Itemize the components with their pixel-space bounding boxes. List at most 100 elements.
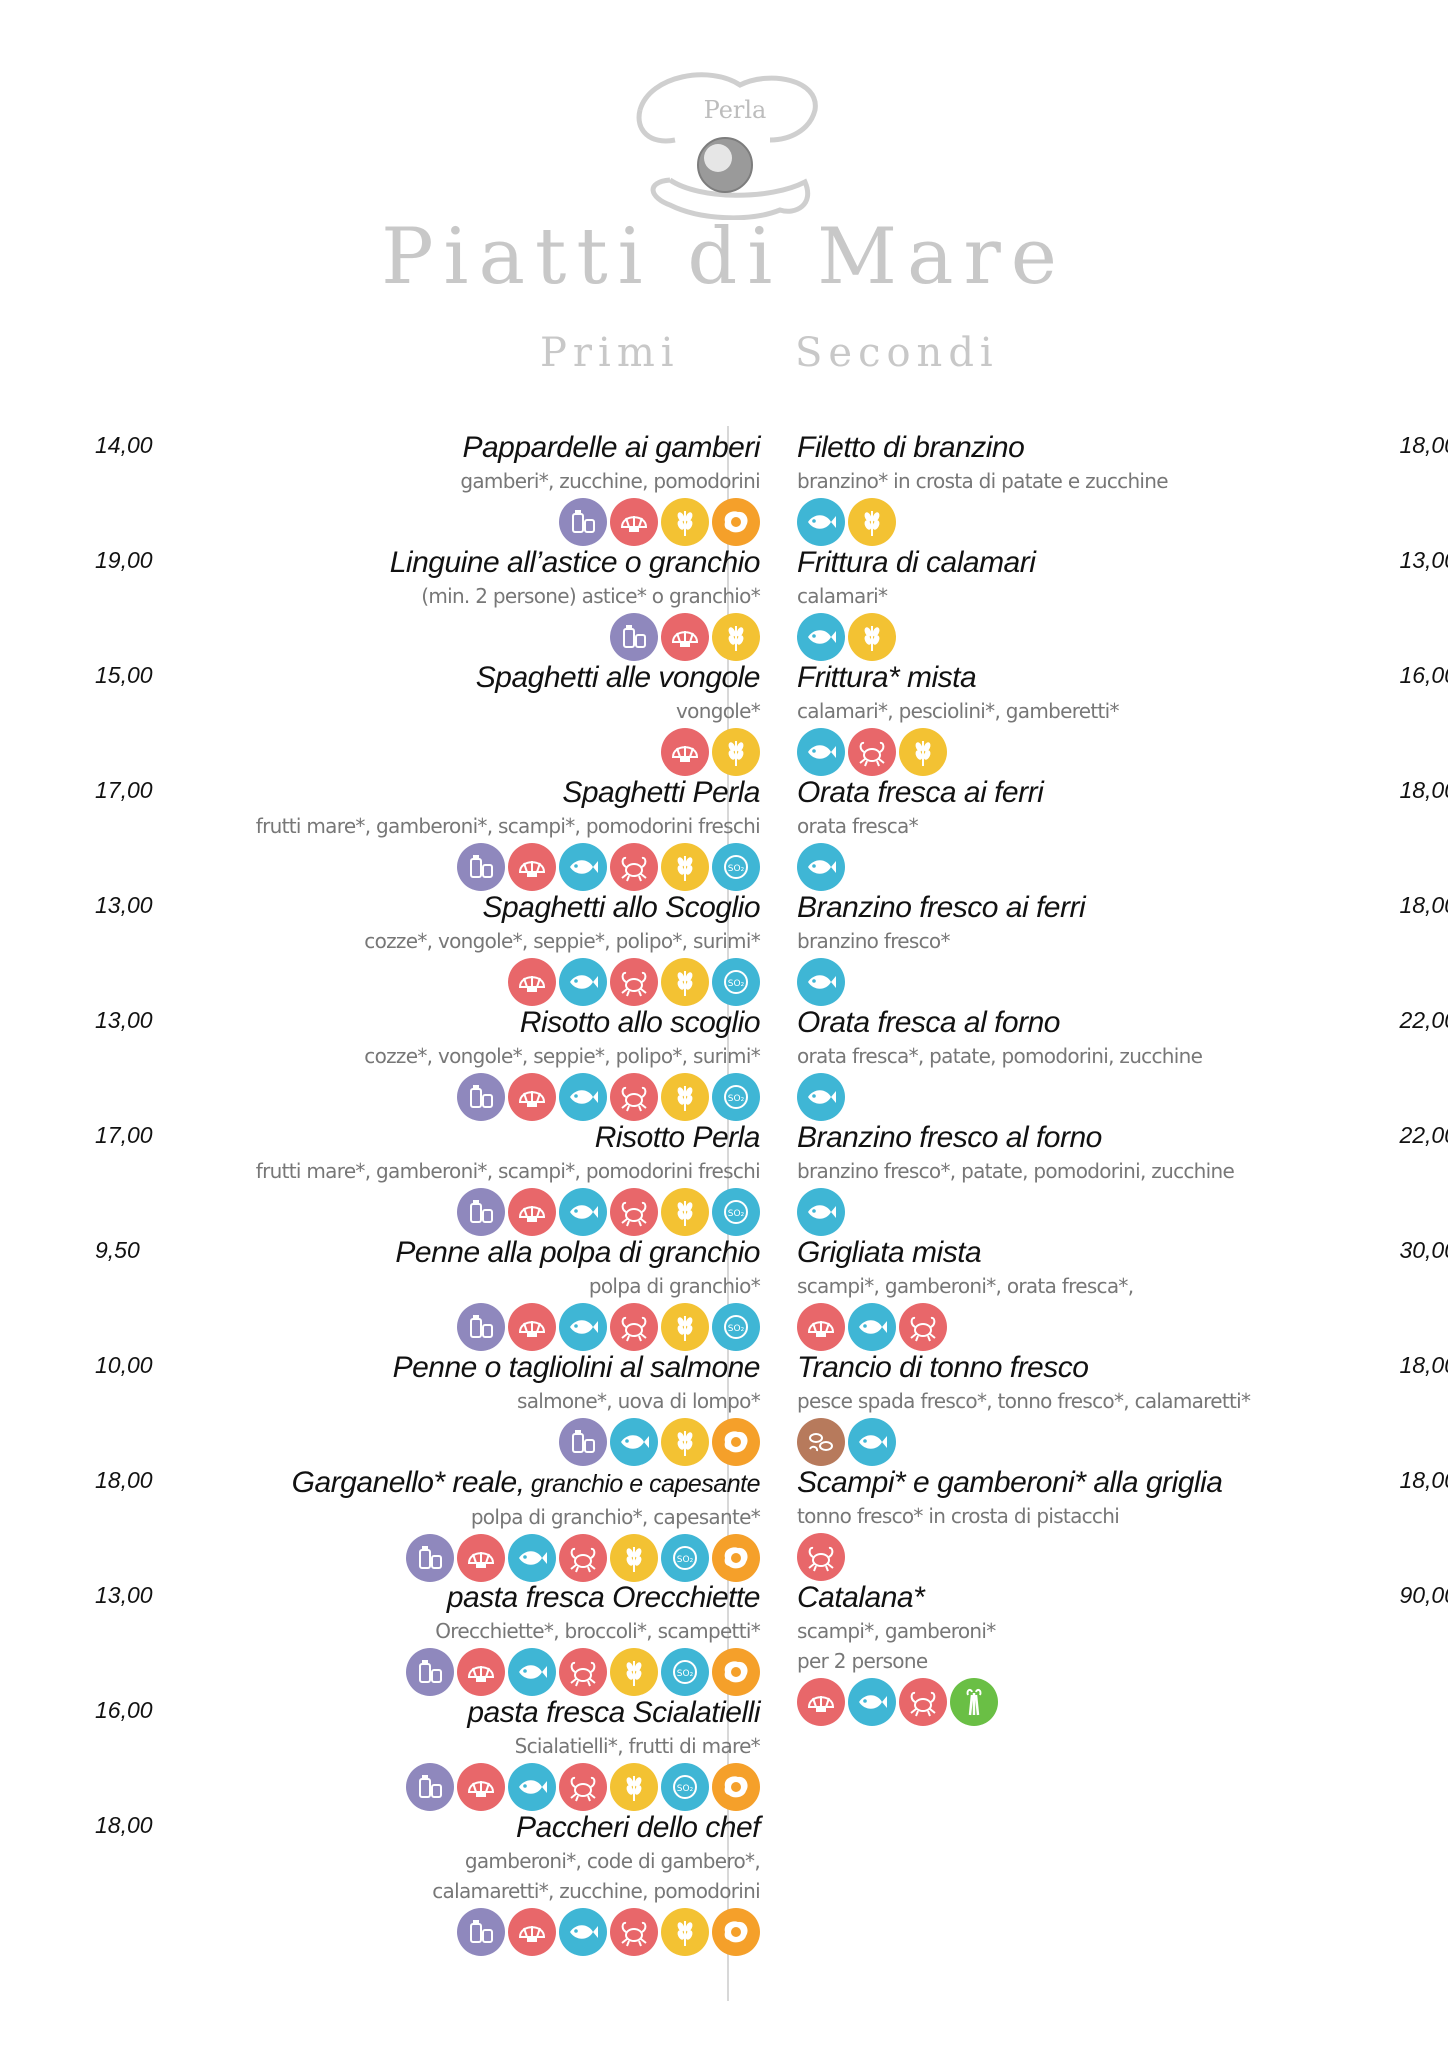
gluten-icon <box>610 1763 658 1811</box>
allergen-icons <box>797 1303 1387 1351</box>
so2-icon: SO₂ <box>712 843 760 891</box>
item-price: 22,00 <box>1399 1007 1448 1033</box>
item-description: orata fresca* <box>797 814 919 838</box>
item-name: Spaghetti Perla <box>170 775 760 811</box>
item-description: cozze*, vongole*, seppie*, polipo*, suri… <box>364 1044 760 1068</box>
allergen-icons <box>170 1418 760 1466</box>
item-description: calamari*, pesciolini*, gamberetti* <box>797 699 1120 723</box>
allergen-icons: SO₂ <box>170 1073 760 1121</box>
crab-icon <box>559 1534 607 1582</box>
allergen-icons <box>170 498 760 546</box>
so2-icon: SO₂ <box>712 958 760 1006</box>
menu-item: 13,00 pasta fresca Orecchiette Orecchiette… <box>95 1580 761 1696</box>
allergen-icons <box>797 958 1387 1006</box>
shell-icon <box>661 728 709 776</box>
fish-icon <box>797 958 845 1006</box>
page-title: Piatti di Mare <box>381 212 1067 302</box>
menu-item: 13,00 Spaghetti allo Scoglio cozze*, vongo… <box>95 890 761 1006</box>
item-description: per 2 persone <box>797 1649 928 1673</box>
item-name: Garganello* reale, granchio e capesante <box>170 1465 761 1502</box>
item-price: 15,00 <box>95 662 153 688</box>
milk-icon <box>457 1908 505 1956</box>
item-name-text: Spaghetti alle vongole <box>475 661 761 694</box>
menu-item: 19,00 Linguine all’astice o granchio (min.… <box>95 545 761 661</box>
menu-item: 30,00 Grigliata mista scampi*, gamberoni*,… <box>797 1235 1448 1351</box>
item-price: 9,50 <box>95 1237 140 1263</box>
menu-item: 9,50 Penne alla polpa di granchio polpa di… <box>95 1235 761 1351</box>
fish-icon <box>797 1188 845 1236</box>
milk-icon <box>457 843 505 891</box>
menu-item: 17,00 Spaghetti Perla frutti mare*, gamber… <box>95 775 761 891</box>
item-price: 22,00 <box>1399 1122 1448 1148</box>
item-name: Frittura di calamari <box>797 545 1387 581</box>
shell-icon <box>508 1188 556 1236</box>
gluten-icon <box>899 728 947 776</box>
allergen-icons <box>797 728 1387 776</box>
menu-item: 18,00 Scampi* e gamberoni* alla griglia to… <box>797 1465 1448 1581</box>
item-name-text: Risotto allo scoglio <box>519 1006 761 1039</box>
shell-icon <box>797 1678 845 1726</box>
menu-item: 15,00 Spaghetti alle vongole vongole* <box>95 660 761 776</box>
item-description: branzino* in crosta di patate e zucchine <box>797 469 1169 493</box>
item-name-text: Scampi* e gamberoni* alla griglia <box>797 1466 1223 1499</box>
allergen-icons <box>797 1533 1387 1581</box>
item-name: pasta fresca Scialatielli <box>170 1695 760 1731</box>
milk-icon <box>406 1534 454 1582</box>
shell-icon <box>457 1534 505 1582</box>
crab-icon <box>610 1188 658 1236</box>
shell-icon <box>661 613 709 661</box>
svg-text:SO₂: SO₂ <box>728 1209 745 1219</box>
item-name: Paccheri dello chef <box>170 1810 760 1846</box>
shell-icon <box>457 1648 505 1696</box>
so2-icon: SO₂ <box>712 1303 760 1351</box>
so2-icon: SO₂ <box>712 1188 760 1236</box>
item-price: 16,00 <box>95 1697 153 1723</box>
crab-icon <box>559 1648 607 1696</box>
milk-icon <box>610 613 658 661</box>
allergen-icons: SO₂ <box>170 1534 760 1582</box>
menu-item: 18,00 Garganello* reale, granchio e capes… <box>95 1465 761 1582</box>
item-name: Risotto Perla <box>170 1120 761 1156</box>
fish-icon <box>559 1188 607 1236</box>
item-name-text: Linguine all’astice o granchio <box>389 546 761 579</box>
perla-logo: Perla <box>630 70 830 221</box>
menu-item: 13,00 Frittura di calamari calamari* <box>797 545 1448 661</box>
item-price: 14,00 <box>95 432 153 458</box>
menu-item: 22,00 Orata fresca al forno orata fresca*,… <box>797 1005 1448 1121</box>
item-description: gamberoni*, code di gambero*, <box>464 1849 761 1873</box>
item-description: calamaretti*, zucchine, pomodorini <box>432 1879 760 1903</box>
fish-icon <box>797 613 845 661</box>
menu-item: 18,00 Branzino fresco ai ferri branzino fr… <box>797 890 1448 1006</box>
menu-item: 17,00 Risotto Perla frutti mare*, gamberon… <box>95 1120 761 1236</box>
item-description: frutti mare*, gamberoni*, scampi*, pomod… <box>255 814 761 838</box>
fish-icon <box>508 1534 556 1582</box>
svg-text:SO₂: SO₂ <box>677 1669 694 1679</box>
fish-icon <box>797 498 845 546</box>
gluten-icon <box>661 1188 709 1236</box>
item-name: pasta fresca Orecchiette <box>170 1580 761 1616</box>
allergen-icons: SO₂ <box>170 1648 760 1696</box>
item-price: 90,00 <box>1399 1582 1448 1608</box>
item-name-text: Spaghetti allo Scoglio <box>482 891 760 924</box>
item-description: polpa di granchio*, capesante* <box>470 1505 761 1529</box>
shell-icon <box>508 958 556 1006</box>
menu-item: 18,00 Trancio di tonno fresco pesce spada … <box>797 1350 1448 1466</box>
gluten-icon <box>661 498 709 546</box>
shell-icon <box>508 843 556 891</box>
fish-icon <box>559 1303 607 1351</box>
item-price: 16,00 <box>1399 662 1448 688</box>
gluten-icon <box>661 1908 709 1956</box>
item-name-text: Pappardelle ai gamberi <box>462 431 760 464</box>
item-name: Linguine all’astice o granchio <box>170 545 761 581</box>
item-description: branzino fresco* <box>797 929 950 953</box>
item-name-suffix: granchio e capesante <box>524 1470 761 1498</box>
item-name-text: Penne alla polpa di granchio <box>395 1236 760 1269</box>
item-name-text: Penne o tagliolini al salmone <box>392 1351 761 1384</box>
item-description: gamberi*, zucchine, pomodorini <box>460 469 760 493</box>
item-name: Catalana* <box>797 1580 1387 1616</box>
gluten-icon <box>661 843 709 891</box>
secondi-list: 18,00 Filetto di branzino branzino* in cro… <box>797 430 1448 1726</box>
allergen-icons: SO₂ <box>170 1188 760 1236</box>
fish-icon <box>610 1418 658 1466</box>
egg-icon <box>712 498 760 546</box>
